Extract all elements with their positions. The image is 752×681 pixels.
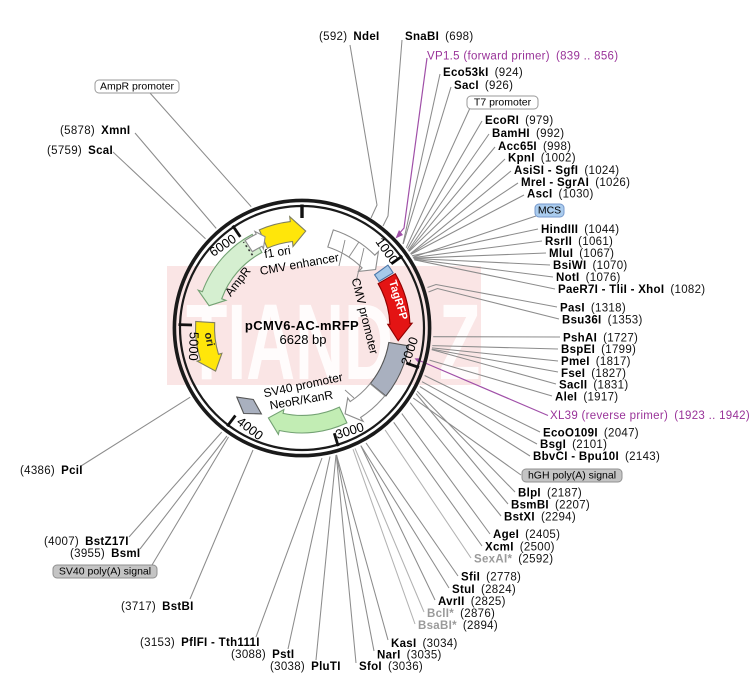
svg-text:AscI (1030): AscI (1030) (527, 189, 594, 201)
svg-text:NotI (1076): NotI (1076) (556, 272, 621, 284)
svg-text:BsaBI* (2894): BsaBI* (2894) (418, 620, 498, 632)
svg-text:AsiSI - SgfI (1024): AsiSI - SgfI (1024) (514, 165, 619, 177)
svg-text:EcoO109I (2047): EcoO109I (2047) (543, 428, 639, 440)
svg-text:SnaBI (698): SnaBI (698) (405, 31, 474, 43)
svg-text:6628 bp: 6628 bp (280, 332, 327, 347)
svg-text:(592) NdeI: (592) NdeI (319, 31, 380, 43)
svg-text:hGH poly(A) signal: hGH poly(A) signal (528, 470, 616, 482)
svg-text:Z: Z (439, 282, 480, 403)
svg-text:BlpI (2187): BlpI (2187) (518, 488, 582, 500)
svg-text:AmpR promoter: AmpR promoter (100, 81, 175, 93)
svg-text:BamHI (992): BamHI (992) (492, 128, 564, 140)
svg-text:EcoRI (979): EcoRI (979) (485, 115, 554, 127)
svg-text:FseI (1827): FseI (1827) (561, 368, 626, 380)
svg-text:ori: ori (202, 331, 216, 347)
svg-text:(3153) PflFI - Tth111I: (3153) PflFI - Tth111I (140, 637, 260, 649)
svg-text:(5759) ScaI: (5759) ScaI (47, 145, 113, 157)
svg-text:pCMV6-AC-mRFP: pCMV6-AC-mRFP (245, 318, 359, 333)
svg-text:f1 ori: f1 ori (263, 243, 292, 261)
svg-text:BspEI (1799): BspEI (1799) (561, 344, 636, 356)
svg-text:PasI (1318): PasI (1318) (560, 303, 626, 315)
svg-text:SacI (926): SacI (926) (454, 80, 513, 92)
svg-text:SfiI (2778): SfiI (2778) (461, 572, 521, 584)
svg-text:SexAI* (2592): SexAI* (2592) (474, 554, 553, 566)
svg-text:(4007) BstZ17I: (4007) BstZ17I (44, 536, 129, 548)
svg-text:PaeR7I - TliI - XhoI (1082): PaeR7I - TliI - XhoI (1082) (558, 284, 705, 296)
svg-text:PshAI (1727): PshAI (1727) (563, 333, 638, 345)
svg-text:BsmBI (2207): BsmBI (2207) (511, 500, 590, 512)
svg-text:XcmI (2500): XcmI (2500) (485, 542, 555, 554)
svg-text:Acc65I (998): Acc65I (998) (498, 141, 571, 153)
svg-text:NarI (3035): NarI (3035) (377, 650, 442, 662)
svg-text:BstXI (2294): BstXI (2294) (504, 512, 576, 524)
svg-text:Bsu36I (1353): Bsu36I (1353) (562, 315, 643, 327)
svg-text:StuI (2824): StuI (2824) (452, 584, 516, 596)
svg-text:SV40 poly(A) signal: SV40 poly(A) signal (59, 566, 151, 578)
svg-text:SacII (1831): SacII (1831) (559, 380, 628, 392)
svg-text:(3088) PstI: (3088) PstI (231, 649, 294, 661)
svg-text:BbvCI - Bpu10I (2143): BbvCI - Bpu10I (2143) (533, 451, 660, 463)
svg-text:KasI (3034): KasI (3034) (391, 638, 458, 650)
svg-text:MluI (1067): MluI (1067) (549, 248, 614, 260)
svg-text:T7 promoter: T7 promoter (474, 97, 532, 109)
svg-text:KpnI (1002): KpnI (1002) (508, 153, 576, 165)
svg-text:PmeI (1817): PmeI (1817) (561, 356, 631, 368)
svg-text:Eco53kI (924): Eco53kI (924) (443, 67, 523, 79)
svg-text:AgeI (2405): AgeI (2405) (493, 529, 560, 541)
svg-text:AvrII (2825): AvrII (2825) (438, 596, 506, 608)
svg-text:BsgI (2101): BsgI (2101) (540, 439, 607, 451)
svg-text:(4386) PciI: (4386) PciI (20, 465, 83, 477)
svg-text:(3717) BstBI: (3717) BstBI (121, 601, 194, 613)
svg-text:MreI - SgrAI (1026): MreI - SgrAI (1026) (521, 177, 630, 189)
svg-text:BsiWI (1070): BsiWI (1070) (553, 260, 628, 272)
svg-text:XL39 (reverse primer) (1923 ..: XL39 (reverse primer) (1923 .. 1942) (550, 410, 750, 422)
svg-text:AleI (1917): AleI (1917) (555, 392, 618, 404)
svg-text:VP1.5 (forward primer) (839 ..: VP1.5 (forward primer) (839 .. 856) (427, 51, 618, 63)
svg-text:RsrII (1061): RsrII (1061) (545, 236, 613, 248)
svg-text:SfoI (3036): SfoI (3036) (359, 661, 423, 673)
svg-text:BclI* (2876): BclI* (2876) (427, 608, 495, 620)
svg-text:(3038) PluTI: (3038) PluTI (270, 661, 341, 673)
svg-text:5000: 5000 (186, 332, 202, 361)
svg-text:(3955) BsmI: (3955) BsmI (70, 548, 140, 560)
svg-text:(5878) XmnI: (5878) XmnI (60, 125, 130, 137)
svg-text:HindIII (1044): HindIII (1044) (541, 224, 619, 236)
svg-text:MCS: MCS (538, 205, 561, 217)
